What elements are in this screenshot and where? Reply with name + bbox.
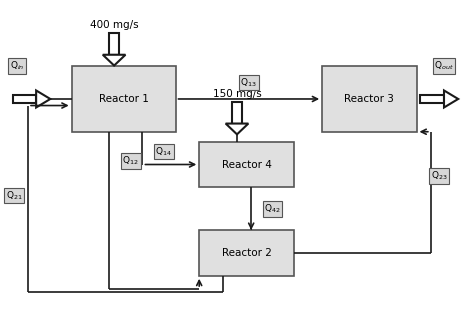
Text: Q$_{21}$: Q$_{21}$	[6, 190, 22, 202]
Text: Q$_{12}$: Q$_{12}$	[122, 155, 139, 167]
Polygon shape	[226, 124, 248, 134]
Text: 400 mg/s: 400 mg/s	[90, 20, 138, 30]
Text: Reactor 3: Reactor 3	[345, 94, 394, 104]
Bar	[199, 141, 294, 188]
Text: Q$_{42}$: Q$_{42}$	[264, 202, 281, 215]
Polygon shape	[36, 90, 50, 108]
Text: Q$_{13}$: Q$_{13}$	[240, 76, 257, 89]
Bar	[232, 102, 242, 124]
Bar	[420, 95, 444, 103]
Bar	[72, 66, 175, 132]
Text: 150 mg/s: 150 mg/s	[213, 89, 261, 99]
Bar	[199, 230, 294, 276]
Bar	[12, 95, 36, 103]
Text: Reactor 2: Reactor 2	[221, 248, 272, 258]
Text: Q$_{23}$: Q$_{23}$	[431, 170, 447, 182]
Text: Q$_{in}$: Q$_{in}$	[10, 60, 25, 72]
Polygon shape	[444, 90, 458, 108]
Text: Q$_{14}$: Q$_{14}$	[155, 145, 172, 158]
Text: Reactor 4: Reactor 4	[221, 160, 272, 169]
Bar	[322, 66, 417, 132]
Text: Reactor 1: Reactor 1	[99, 94, 148, 104]
Text: Q$_{out}$: Q$_{out}$	[434, 60, 454, 72]
Bar	[109, 34, 119, 55]
Polygon shape	[103, 55, 126, 65]
